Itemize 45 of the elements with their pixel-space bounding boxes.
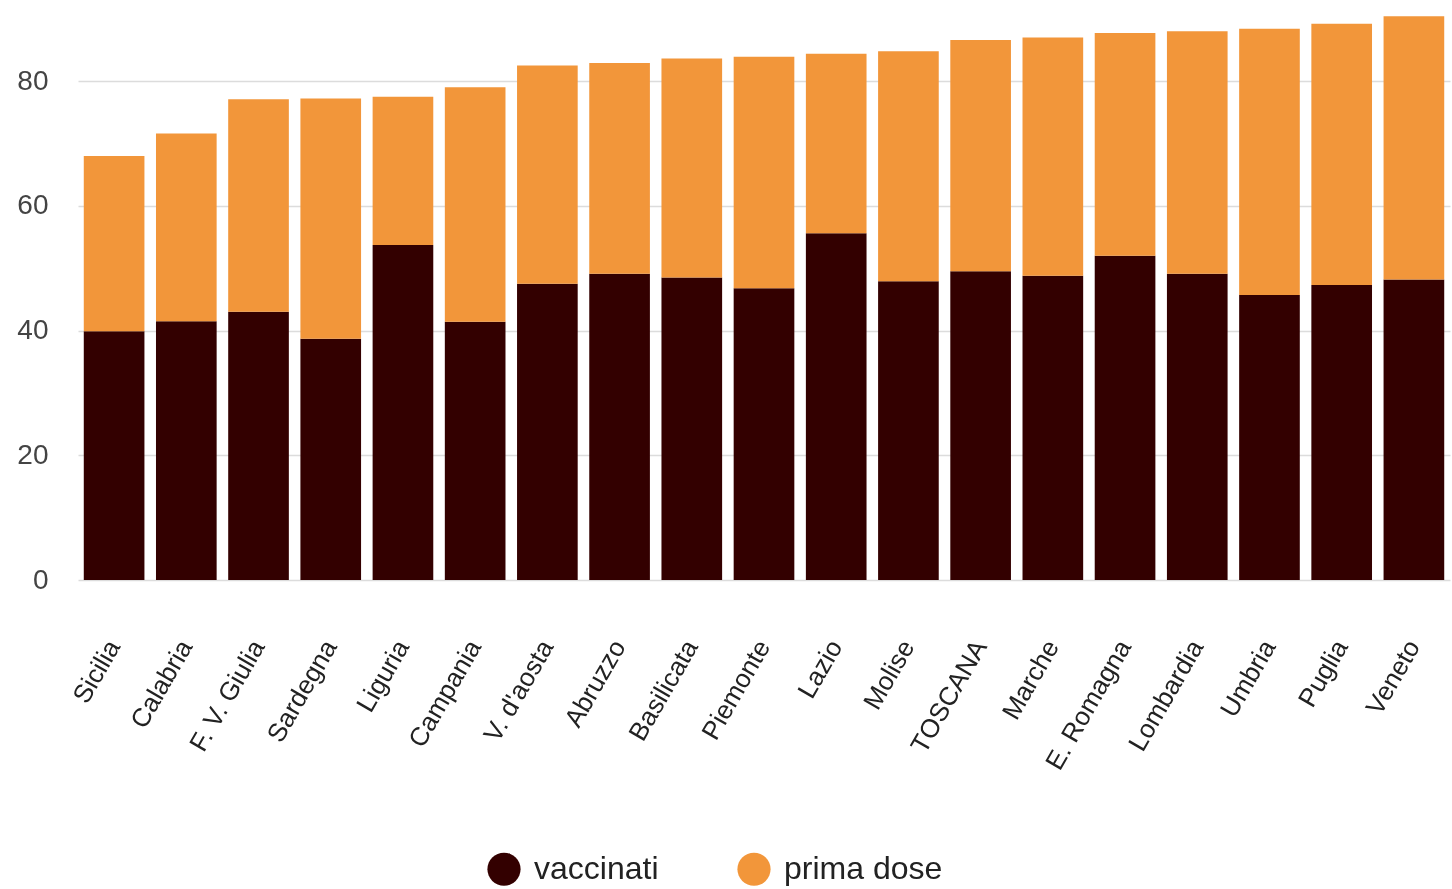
bar: [444, 87, 506, 322]
bar: [155, 321, 217, 580]
y-tick-label: 80: [17, 64, 49, 96]
bar: [1166, 273, 1228, 580]
bar: [300, 338, 362, 580]
bar: [300, 98, 362, 339]
bar: [1094, 255, 1156, 580]
bar: [228, 99, 289, 312]
y-tick-label: 0: [32, 563, 49, 595]
bar: [372, 96, 434, 246]
bar: [1383, 279, 1445, 580]
bar: [1094, 33, 1156, 256]
bar: [878, 51, 939, 282]
bar: [950, 271, 1011, 580]
bar: [1311, 23, 1373, 286]
bar: [1311, 285, 1373, 580]
bar: [1022, 37, 1084, 276]
bar: [661, 58, 723, 278]
bar: [83, 331, 145, 580]
bar: [589, 62, 650, 274]
bar: [805, 233, 867, 580]
bar: [805, 53, 867, 234]
bar: [155, 133, 217, 322]
bar: [1239, 28, 1300, 295]
bar: [733, 56, 795, 289]
bar: [950, 39, 1011, 272]
y-tick-label: 40: [17, 314, 49, 346]
y-tick-label: 20: [17, 438, 49, 470]
bar: [1383, 16, 1445, 280]
bar: [372, 245, 434, 580]
bar: [517, 65, 578, 284]
legend-label: prima dose: [784, 850, 943, 887]
bar: [733, 288, 795, 580]
legend-label: vaccinati: [534, 850, 659, 887]
bar: [1166, 31, 1228, 274]
bar: [661, 277, 723, 580]
bar: [878, 281, 939, 580]
bar: [517, 283, 578, 580]
bar: [1239, 294, 1300, 580]
bar: [1022, 275, 1084, 580]
bar: [589, 273, 650, 580]
bar: [228, 311, 289, 580]
bar: [83, 155, 145, 332]
y-tick-label: 60: [17, 189, 49, 221]
bar: [444, 321, 506, 580]
